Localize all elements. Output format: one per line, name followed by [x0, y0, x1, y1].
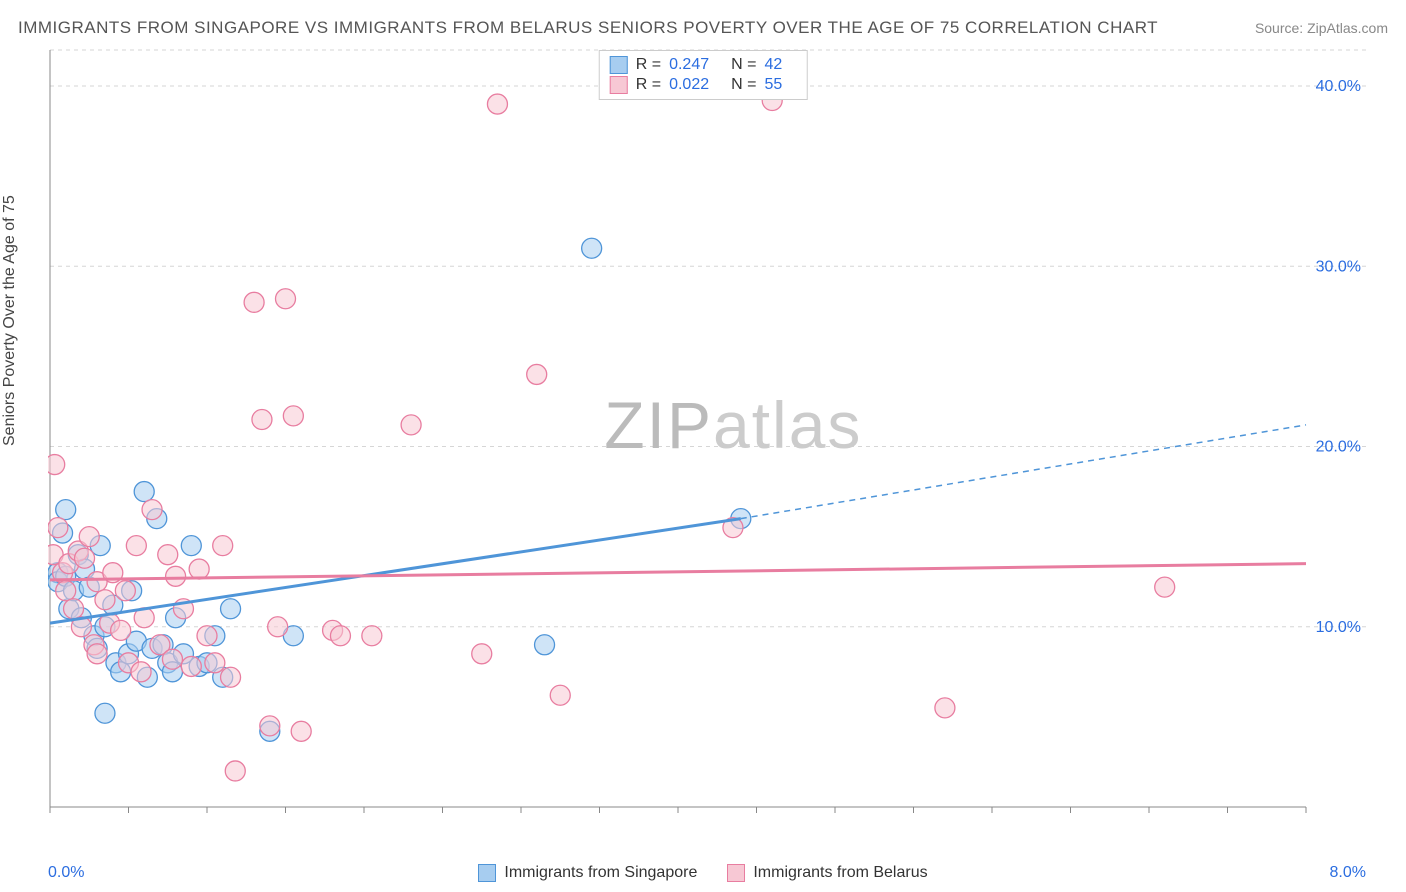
title-bar: IMMIGRANTS FROM SINGAPORE VS IMMIGRANTS … [18, 18, 1388, 38]
legend-label: Immigrants from Singapore [504, 864, 697, 882]
svg-text:10.0%: 10.0% [1316, 619, 1361, 636]
legend-swatch [610, 76, 628, 94]
legend-item: Immigrants from Singapore [478, 864, 697, 882]
svg-text:20.0%: 20.0% [1316, 439, 1361, 456]
r-label: R = [636, 76, 661, 94]
svg-text:40.0%: 40.0% [1316, 78, 1361, 95]
series-legend: Immigrants from Singapore Immigrants from… [0, 864, 1406, 882]
x-axis-min-label: 0.0% [48, 864, 84, 882]
r-value: 0.247 [669, 56, 709, 74]
chart-title: IMMIGRANTS FROM SINGAPORE VS IMMIGRANTS … [18, 18, 1158, 38]
stats-legend-row: R = 0.022 N = 55 [610, 75, 797, 95]
n-value: 42 [764, 56, 782, 74]
svg-text:30.0%: 30.0% [1316, 258, 1361, 275]
plot-area: 10.0%20.0%30.0%40.0% ZIPatlas [48, 45, 1366, 837]
y-axis-label: Seniors Poverty Over the Age of 75 [1, 195, 19, 446]
legend-swatch [478, 864, 496, 882]
stats-legend: R = 0.247 N = 42 R = 0.022 N = 55 [599, 50, 808, 100]
legend-item: Immigrants from Belarus [727, 864, 927, 882]
source-label: Source: ZipAtlas.com [1255, 20, 1388, 36]
n-label: N = [731, 56, 756, 74]
r-value: 0.022 [669, 76, 709, 94]
n-value: 55 [764, 76, 782, 94]
x-axis-max-label: 8.0% [1330, 864, 1366, 882]
legend-swatch [727, 864, 745, 882]
legend-swatch [610, 56, 628, 74]
r-label: R = [636, 56, 661, 74]
scatter-chart: 10.0% 20.0% 30.0% 40.0% [48, 45, 1366, 837]
legend-label: Immigrants from Belarus [753, 864, 927, 882]
n-label: N = [731, 76, 756, 94]
stats-legend-row: R = 0.247 N = 42 [610, 55, 797, 75]
